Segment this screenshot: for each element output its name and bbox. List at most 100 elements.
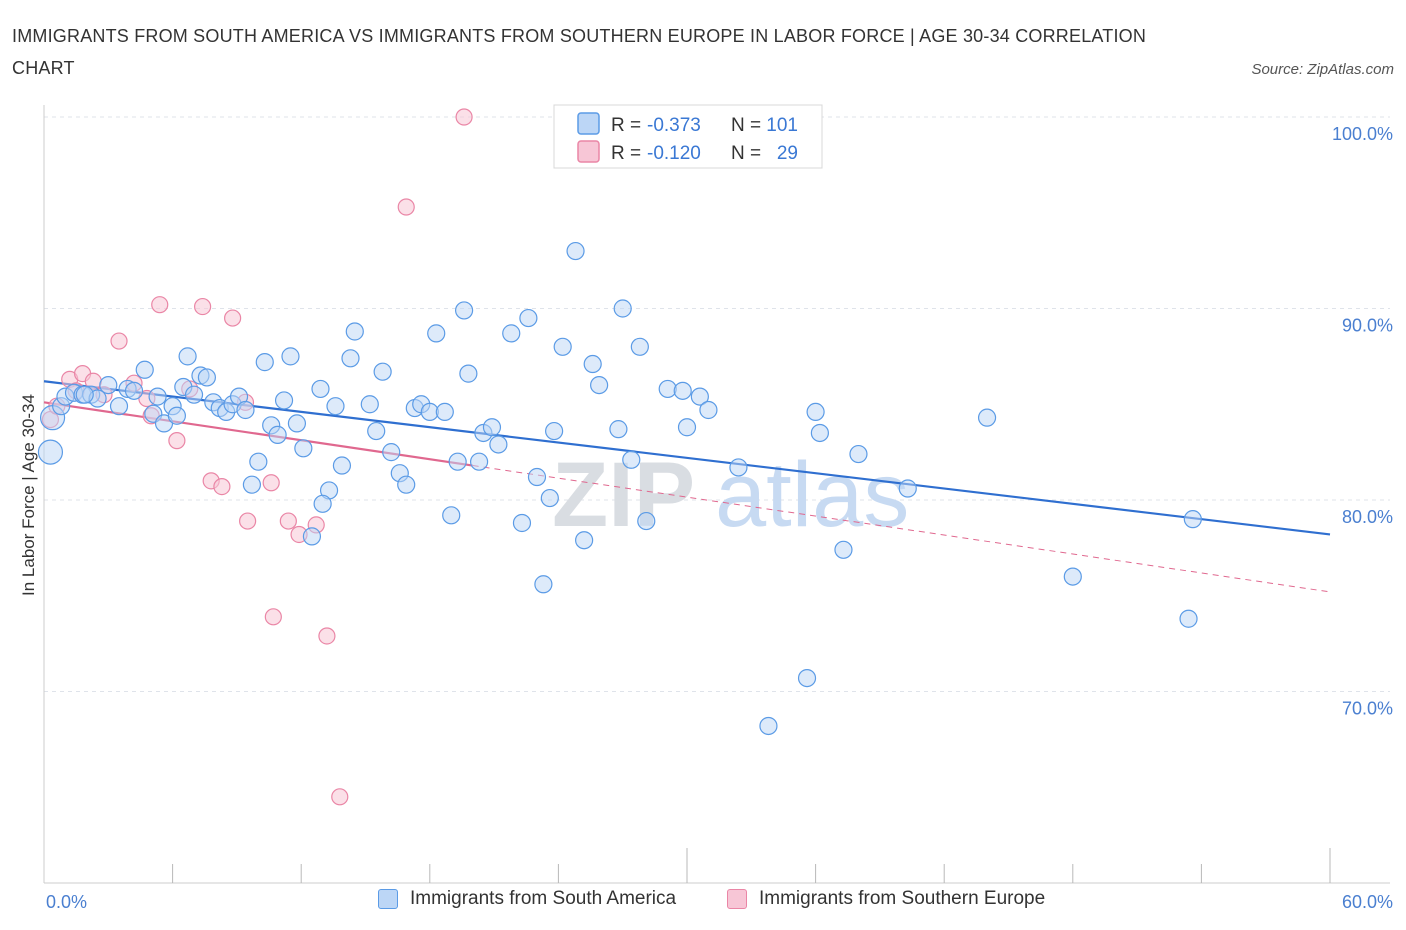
point-south-america (553, 337, 572, 356)
legend-label-south-america: Immigrants from South America (410, 888, 677, 909)
point-south-america (345, 322, 364, 341)
legend-label-southern-europe: Immigrants from Southern Europe (759, 888, 1046, 909)
point-south-america (281, 347, 300, 366)
axes (43, 105, 1390, 884)
point-south-america (459, 364, 478, 383)
point-south-america (184, 385, 204, 404)
legend-item-south-america: Immigrants from South America (378, 888, 676, 910)
x-tick-label-max: 60.0% (1342, 892, 1393, 912)
point-southern-europe (239, 512, 257, 530)
point-south-america (637, 511, 656, 531)
series-legend: Immigrants from South America Immigrants… (0, 888, 1406, 916)
point-southern-europe (262, 474, 280, 492)
point-southern-europe (279, 512, 297, 530)
chart-title: IMMIGRANTS FROM SOUTH AMERICA VS IMMIGRA… (12, 26, 1147, 78)
point-south-america (797, 668, 817, 688)
point-south-america (294, 439, 313, 458)
source-label: Source: ZipAtlas.com (1251, 61, 1394, 78)
point-south-america (435, 402, 454, 422)
point-south-america (249, 452, 268, 471)
point-south-america (442, 506, 461, 525)
point-south-america (489, 435, 508, 454)
y-tick-label: 80.0% (1342, 507, 1393, 527)
legend-swatch-south-america (378, 889, 398, 909)
point-south-america (373, 362, 392, 381)
point-south-america (75, 385, 94, 404)
point-southern-europe (224, 309, 242, 327)
point-south-america (545, 421, 564, 441)
point-south-america (178, 347, 197, 366)
y-tick-label: 100.0% (1332, 124, 1393, 144)
point-south-america (167, 406, 186, 425)
point-south-america (699, 400, 718, 420)
point-south-america (806, 402, 825, 422)
point-south-america (469, 452, 489, 471)
point-south-america (512, 513, 532, 533)
trend-line-southern-europe-dashed (472, 465, 1331, 593)
point-south-america (313, 494, 332, 513)
point-south-america (977, 408, 997, 427)
point-south-america (255, 353, 274, 372)
point-south-america (109, 397, 129, 416)
point-south-america (454, 301, 474, 320)
point-south-america (810, 423, 829, 443)
point-south-america (311, 379, 330, 399)
point-south-america (236, 400, 255, 420)
point-south-america (148, 387, 167, 406)
data-points (37, 107, 1202, 806)
point-south-america (1183, 510, 1202, 529)
y-axis-title: In Labor Force | Age 30-34 (19, 394, 38, 596)
point-south-america (448, 452, 467, 471)
y-tick-label: 70.0% (1342, 699, 1393, 719)
legend-swatch-blue (577, 112, 600, 135)
y-tick-labels: 70.0% 80.0% 90.0% 100.0% (1332, 124, 1393, 719)
point-south-america (367, 421, 386, 441)
point-southern-europe (151, 296, 169, 314)
point-south-america (673, 381, 692, 400)
point-southern-europe (331, 788, 349, 806)
point-south-america (540, 488, 559, 508)
legend-n-value-1: 101 (766, 115, 798, 136)
point-south-america (834, 540, 853, 559)
point-southern-europe (110, 332, 128, 350)
legend-r-label-2: R = (611, 143, 641, 164)
point-southern-europe (194, 297, 212, 316)
trend-line-south-america (43, 380, 1331, 536)
point-south-america (135, 360, 154, 379)
point-south-america (268, 425, 287, 444)
point-south-america (341, 349, 360, 368)
legend-r-label-1: R = (611, 115, 641, 136)
point-south-america (1179, 609, 1198, 628)
point-south-america (482, 418, 502, 437)
legend-n-value-2: 29 (777, 143, 798, 164)
point-south-america (502, 324, 521, 343)
point-south-america (609, 420, 628, 439)
point-south-america (274, 391, 294, 410)
point-south-america (197, 368, 216, 387)
legend-r-value-1: -0.373 (647, 115, 701, 136)
point-south-america (759, 716, 778, 736)
point-south-america (622, 450, 641, 469)
point-southern-europe (455, 108, 473, 126)
y-tick-label: 90.0% (1342, 316, 1393, 336)
legend-n-label-2: N = (731, 143, 761, 164)
legend-swatch-southern-europe (727, 889, 747, 909)
point-south-america (37, 439, 64, 465)
point-south-america (527, 467, 547, 487)
stats-legend: R = -0.373 N = 101 R = -0.120 N = 29 (553, 104, 823, 169)
point-south-america (427, 324, 446, 343)
point-south-america (849, 444, 868, 464)
x-tick-label-min: 0.0% (46, 892, 87, 912)
point-south-america (690, 387, 709, 406)
point-southern-europe (213, 477, 231, 496)
point-south-america (575, 531, 594, 550)
point-south-america (566, 241, 585, 261)
point-south-america (1063, 567, 1082, 586)
point-south-america (287, 414, 307, 433)
watermark-atlas: atlas (715, 444, 909, 546)
point-south-america (613, 299, 632, 318)
legend-item-southern-europe: Immigrants from Southern Europe (727, 888, 1045, 910)
point-south-america (534, 575, 553, 594)
point-south-america (677, 418, 697, 437)
